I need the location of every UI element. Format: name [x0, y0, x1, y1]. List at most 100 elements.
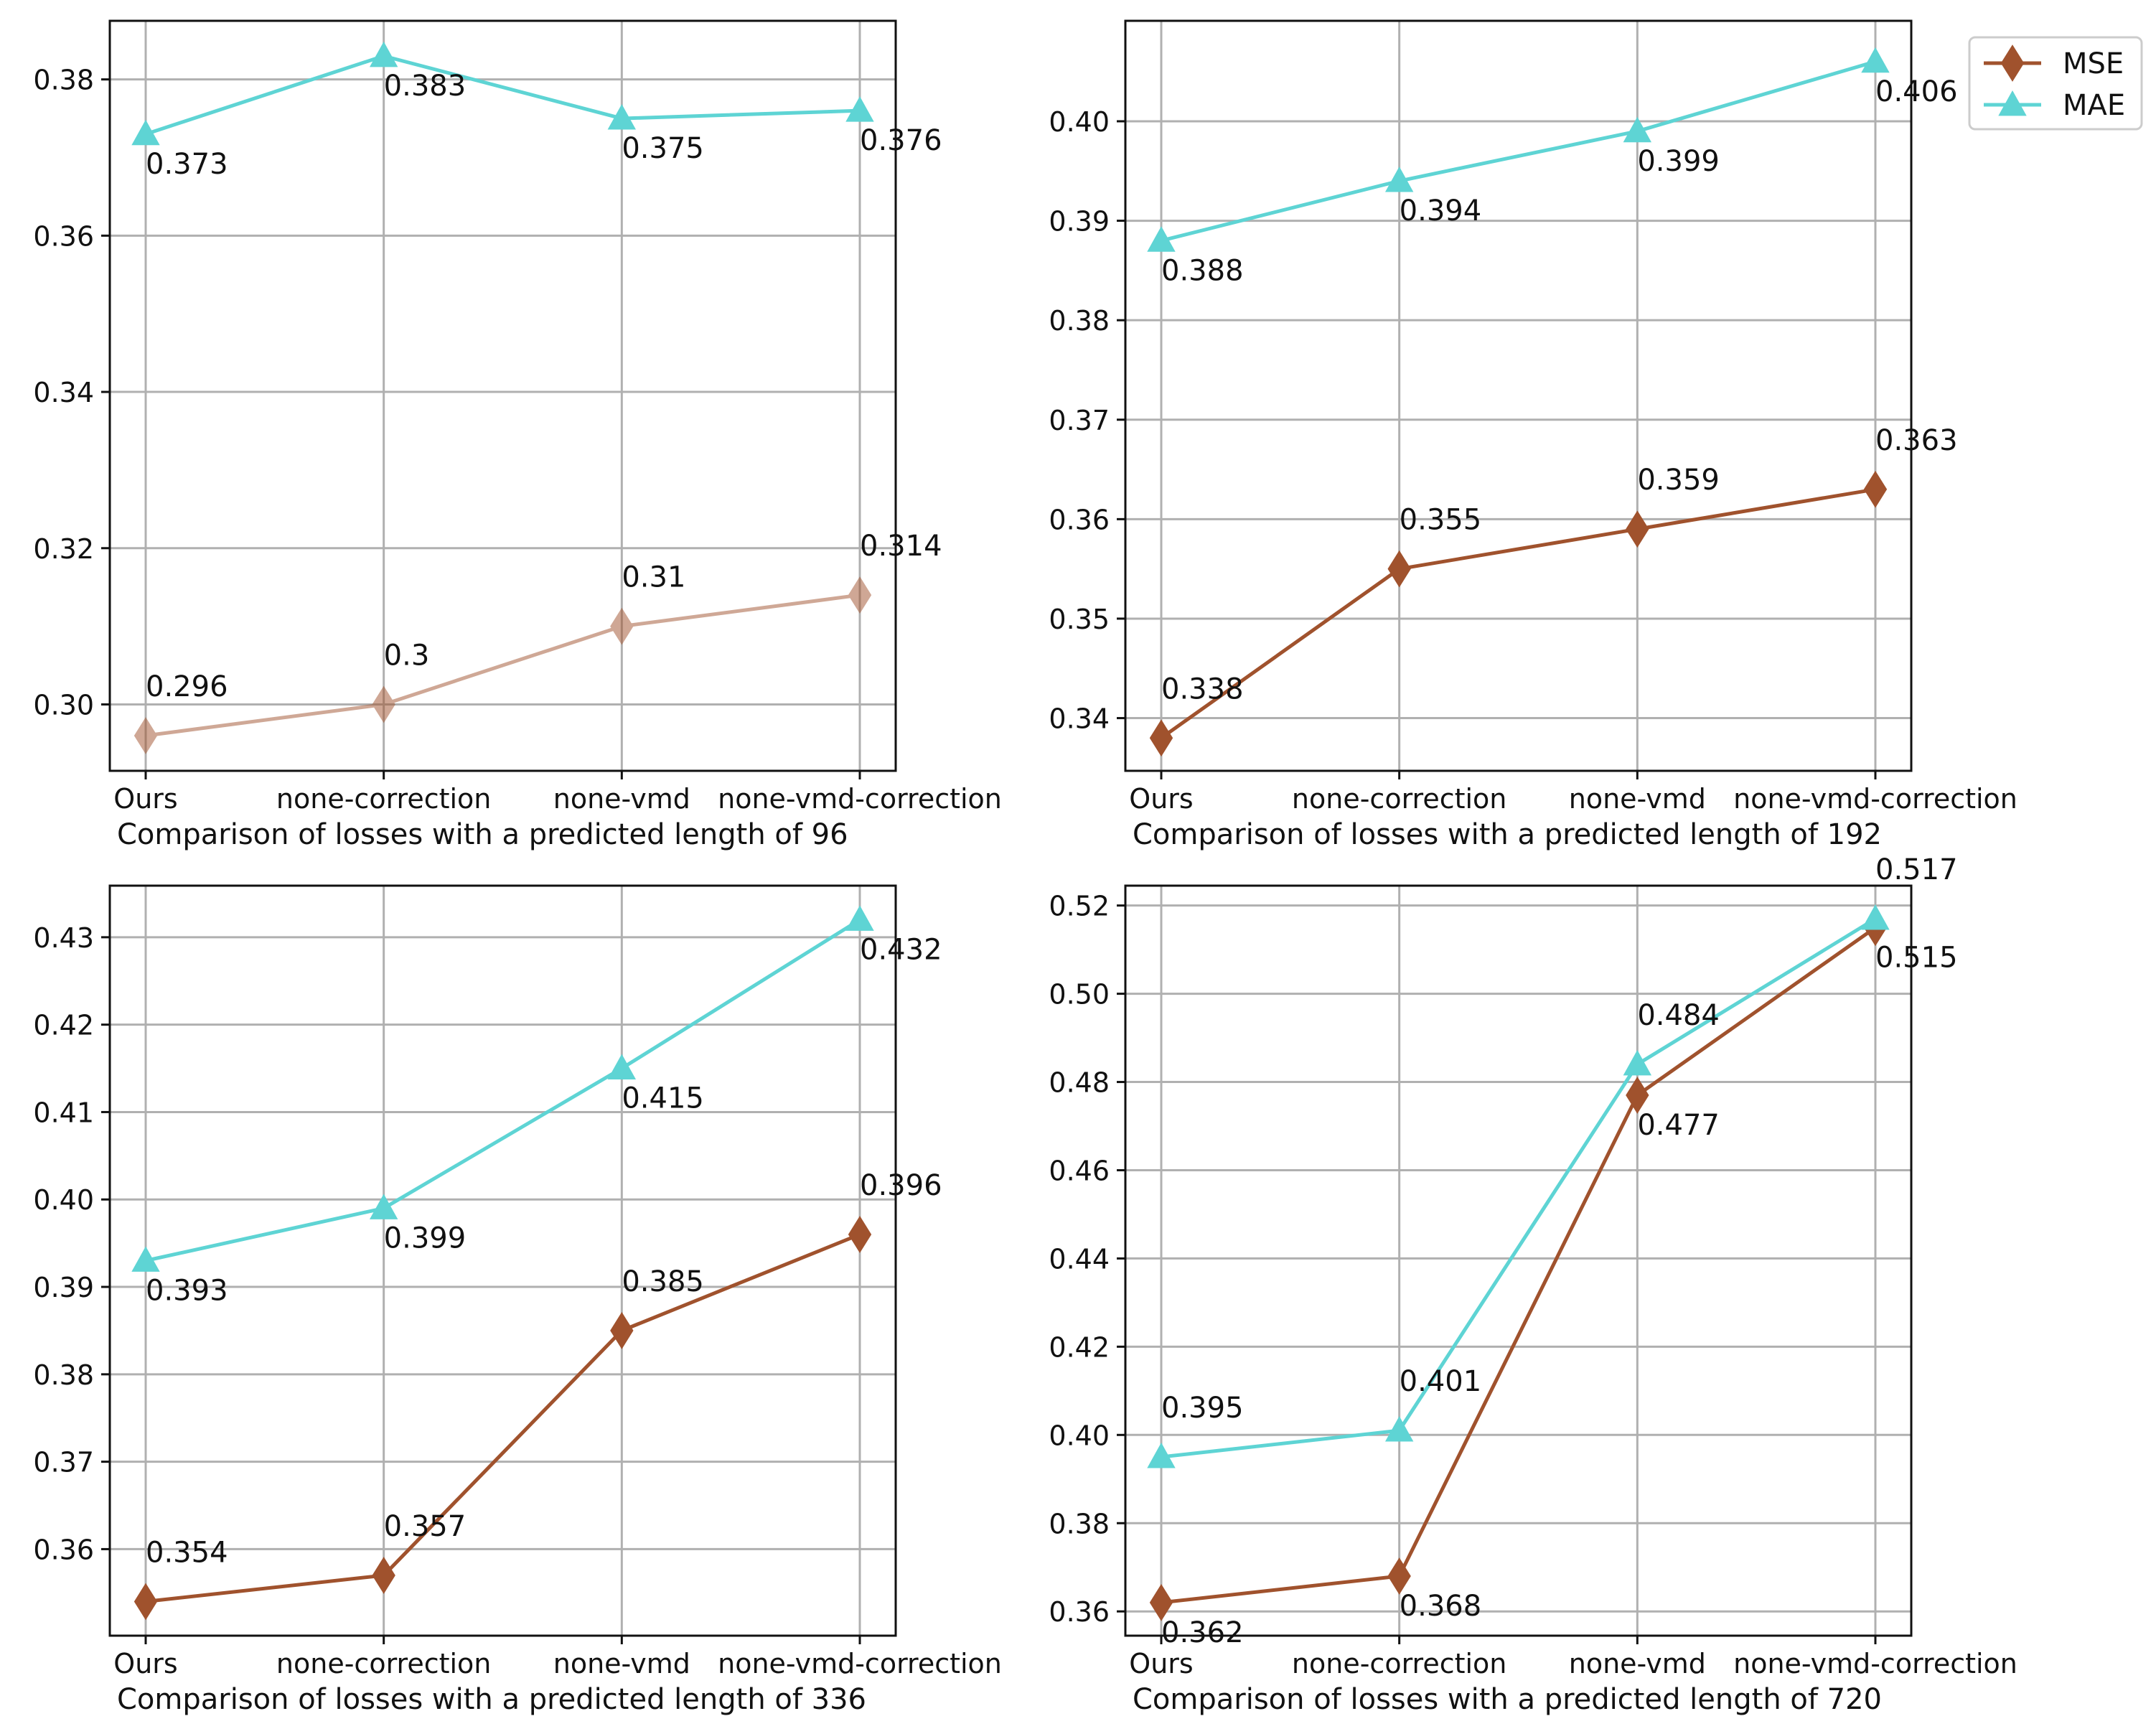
axes-frame	[1124, 884, 1913, 1637]
series-mae	[1147, 47, 1890, 252]
x-tick-label: Ours	[113, 1648, 177, 1679]
data-label: 0.399	[384, 1222, 467, 1255]
data-label: 0.31	[622, 561, 685, 594]
y-tick-label: 0.35	[1049, 604, 1110, 635]
data-point	[372, 685, 395, 723]
data-label: 0.357	[384, 1510, 467, 1543]
x-tick-label: Ours	[113, 783, 177, 815]
y-tick-label: 0.36	[33, 1534, 94, 1565]
y-tick-label: 0.38	[33, 65, 94, 96]
y-tick-label: 0.34	[1049, 703, 1110, 735]
data-point	[1863, 470, 1888, 508]
data-point	[607, 104, 637, 130]
y-tick-label: 0.40	[1049, 106, 1110, 138]
legend: MSE MAE	[1968, 36, 2143, 131]
y-tick-label: 0.46	[1049, 1155, 1110, 1186]
x-tick-label: none-vmd	[1569, 783, 1706, 815]
x-axis-label: Comparison of losses with a predicted le…	[1133, 818, 1882, 851]
data-label: 0.375	[622, 132, 704, 165]
data-label: 0.484	[1637, 999, 1720, 1032]
data-point	[1384, 1416, 1414, 1442]
series-line	[1160, 487, 1876, 740]
y-tick-label: 0.40	[33, 1184, 94, 1216]
y-tick-label: 0.30	[33, 689, 94, 721]
data-point	[131, 1246, 160, 1272]
x-tick-label: none-vmd	[553, 783, 690, 815]
data-label: 0.368	[1400, 1590, 1482, 1623]
data-label: 0.399	[1637, 145, 1720, 178]
x-tick-label: none-vmd-correction	[1733, 783, 2017, 815]
data-point	[1861, 47, 1890, 73]
data-label: 0.314	[860, 530, 942, 563]
axes-frame	[1124, 19, 1913, 772]
series-line	[145, 1232, 861, 1603]
subplot-4: 0.36 0.38 0.40 0.42 0.44 0.46 0.48 0.50 0.52 Ours…	[1049, 853, 2017, 1716]
data-point	[133, 717, 158, 754]
legend-marker	[1998, 90, 2027, 116]
x-axis-label: Comparison of losses with a predicted le…	[1133, 1683, 1882, 1716]
data-label: 0.385	[622, 1265, 704, 1298]
data-point	[1147, 226, 1176, 252]
subplot-2: 0.34 0.35 0.36 0.37 0.38 0.39 0.40 Ours none-cor…	[1049, 19, 2017, 851]
series-line	[1161, 917, 1877, 1459]
y-tick-label: 0.36	[1049, 504, 1110, 535]
axes-frame	[108, 884, 897, 1637]
data-label: 0.415	[622, 1082, 704, 1115]
data-point	[610, 1312, 634, 1349]
legend-entry-mse: MSE	[1984, 44, 2124, 82]
data-point	[1387, 550, 1411, 588]
y-tick-label: 0.42	[1049, 1331, 1110, 1363]
data-point	[1623, 116, 1652, 143]
y-tick-label: 0.36	[33, 220, 94, 252]
data-label: 0.373	[146, 148, 228, 181]
x-tick-label: none-vmd-correction	[718, 1648, 1002, 1679]
series-mse	[1149, 470, 1888, 757]
data-point	[1384, 167, 1414, 192]
data-label: 0.394	[1400, 195, 1482, 228]
y-tick-label: 0.41	[33, 1097, 94, 1128]
data-label: 0.3	[384, 639, 430, 672]
y-tick-label: 0.36	[1049, 1596, 1110, 1628]
subplot-3: 0.36 0.37 0.38 0.39 0.40 0.41 0.42 0.43 Ours none…	[33, 884, 1002, 1716]
series-line	[145, 918, 861, 1262]
data-point	[1147, 1442, 1176, 1468]
data-point	[133, 1583, 158, 1621]
y-tick-label: 0.43	[33, 922, 94, 954]
series-line	[1161, 60, 1876, 243]
series-mae	[131, 905, 874, 1272]
y-tick-label: 0.38	[33, 1359, 94, 1391]
data-point	[1149, 719, 1173, 757]
data-point	[1623, 1049, 1652, 1076]
data-point	[610, 607, 634, 645]
y-tick-label: 0.32	[33, 533, 94, 565]
x-axis-label: Comparison of losses with a predicted le…	[117, 1683, 866, 1716]
data-point	[1387, 1557, 1411, 1595]
y-tick-label: 0.48	[1049, 1067, 1110, 1099]
x-tick-label: none-correction	[276, 783, 491, 815]
subplot-grid: 0.30 0.32 0.34 0.36 0.38 Ours none-correction n…	[33, 19, 2017, 1716]
x-tick-label: none-correction	[276, 1648, 491, 1679]
x-tick-label: none-vmd-correction	[718, 783, 1002, 815]
x-axis-label: Comparison of losses with a predicted le…	[117, 818, 848, 851]
data-label: 0.376	[860, 124, 942, 157]
y-tick-label: 0.37	[33, 1447, 94, 1478]
data-point	[372, 1557, 395, 1594]
data-label: 0.393	[146, 1275, 228, 1308]
data-point	[1149, 1584, 1173, 1621]
data-point	[845, 905, 874, 931]
data-label: 0.395	[1161, 1392, 1244, 1425]
x-tick-label: none-correction	[1292, 1648, 1506, 1679]
data-point	[1626, 510, 1649, 548]
subplot-1: 0.30 0.32 0.34 0.36 0.38 Ours none-correction n…	[33, 19, 1002, 851]
data-point	[1626, 1077, 1649, 1114]
y-tick-label: 0.38	[1049, 305, 1110, 337]
legend-entry-mae: MAE	[1984, 89, 2125, 122]
data-point	[131, 119, 160, 146]
data-label: 0.362	[1161, 1616, 1244, 1649]
series-mae	[1147, 904, 1890, 1468]
data-label: 0.517	[1875, 853, 1958, 886]
data-label: 0.396	[860, 1169, 942, 1202]
y-tick-label: 0.44	[1049, 1243, 1110, 1275]
legend-label: MAE	[2063, 89, 2125, 122]
